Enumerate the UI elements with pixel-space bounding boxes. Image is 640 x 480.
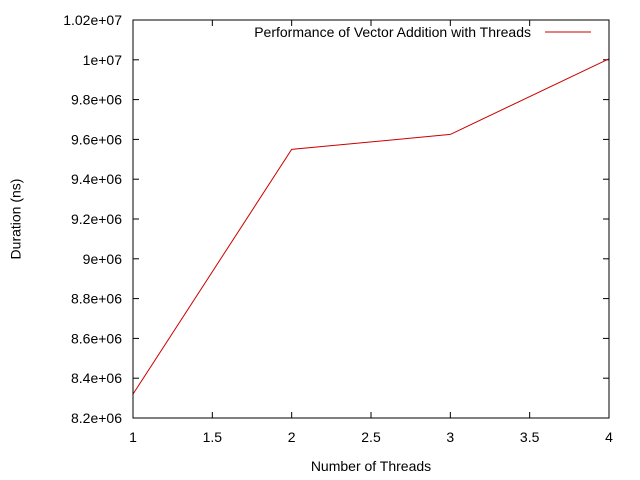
series-layer	[132, 58, 610, 395]
series-line	[132, 58, 610, 395]
x-axis-label: Number of Threads	[311, 458, 431, 474]
tick-layer: 1 1.5 2 2.5 3 3.5 4 8.2e+06 8.4e+06 8.6e+06 8.8e+0…	[63, 12, 613, 445]
x-tick-label: 4	[605, 429, 613, 445]
y-tick-label: 9.8e+06	[71, 92, 122, 108]
y-tick-label: 1e+07	[83, 52, 123, 68]
legend-label: Performance of Vector Addition with Thre…	[254, 24, 531, 40]
y-tick-label: 8.6e+06	[71, 330, 122, 346]
y-tick-label: 1.02e+07	[63, 12, 122, 28]
y-tick-label: 9.2e+06	[71, 211, 122, 227]
y-tick-label: 8.8e+06	[71, 291, 122, 307]
plot-frame	[132, 19, 610, 419]
x-tick-label: 3	[446, 429, 454, 445]
y-axis-label: Duration (ns)	[8, 179, 24, 260]
y-tick-label: 8.2e+06	[71, 410, 122, 426]
x-tick-label: 3.5	[520, 429, 540, 445]
y-tick-label: 8.4e+06	[71, 370, 122, 386]
x-tick-label: 2.5	[361, 429, 381, 445]
legend: Performance of Vector Addition with Thre…	[254, 24, 591, 40]
y-tick-label: 9e+06	[83, 251, 123, 267]
x-tick-label: 1.5	[203, 429, 223, 445]
x-tick-label: 2	[288, 429, 296, 445]
y-tick-label: 9.4e+06	[71, 171, 122, 187]
x-tick-label: 1	[129, 429, 137, 445]
y-tick-label: 9.6e+06	[71, 131, 122, 147]
